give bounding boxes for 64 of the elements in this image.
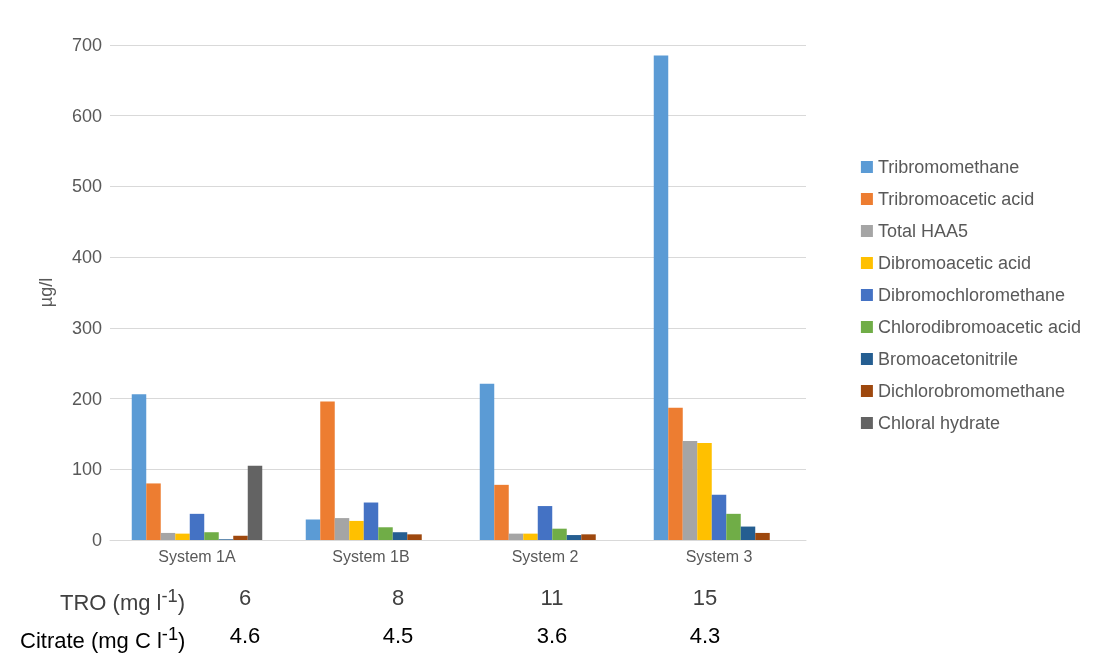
bar <box>305 519 321 540</box>
bar <box>523 533 538 540</box>
y-tick-label: 500 <box>71 176 102 197</box>
bar <box>247 465 263 540</box>
y-tick-label: 0 <box>91 530 102 550</box>
legend-label: Dibromoacetic acid <box>877 253 1031 273</box>
bar <box>653 55 669 540</box>
bar <box>697 443 712 540</box>
bar <box>740 526 756 540</box>
legend-label: Tribromomethane <box>877 157 1020 177</box>
x-tick-label: System 3 <box>685 547 753 565</box>
bar <box>392 532 408 540</box>
text: 4.5 <box>382 623 414 649</box>
bar <box>349 520 364 540</box>
bar <box>537 506 553 540</box>
text: 3.6 <box>536 623 568 649</box>
bar <box>552 528 567 540</box>
legend-label: Dibromochloromethane <box>877 285 1065 305</box>
text: TRO (mg l$^{-1}$) <box>60 585 186 617</box>
bar <box>508 533 524 540</box>
bar <box>494 484 509 540</box>
y-tick-label: 200 <box>71 388 102 409</box>
bar <box>566 535 582 540</box>
bar <box>711 494 727 540</box>
x-tick-label: System 1A <box>158 547 237 565</box>
bar <box>320 401 335 540</box>
x-tick-label: System 2 <box>511 547 579 565</box>
legend-label: Chloral hydrate <box>877 413 1000 433</box>
legend-label: Total HAA5 <box>877 221 968 241</box>
text: 4.3 <box>689 623 721 649</box>
bar <box>233 535 248 540</box>
y-axis-title: µg/l <box>36 277 56 308</box>
bar <box>755 532 770 540</box>
legend-label: Chlorodibromoacetic acid <box>877 317 1082 337</box>
y-tick-label: 400 <box>71 247 102 268</box>
bar <box>189 513 205 540</box>
text: Citrate (mg C l$^{-1}$) <box>20 623 186 655</box>
bar <box>334 518 350 540</box>
bar <box>668 407 683 540</box>
text: 8 <box>391 585 405 611</box>
bar <box>363 502 379 540</box>
y-tick-label: 300 <box>71 317 102 338</box>
bar <box>407 534 422 540</box>
bar <box>146 483 161 540</box>
x-tick-label: System 1B <box>332 547 410 565</box>
bar <box>479 383 495 540</box>
bar <box>175 533 190 540</box>
legend-label: Dichlorobromomethane <box>877 381 1065 401</box>
y-tick-label: 700 <box>71 35 102 55</box>
y-tick-label: 600 <box>71 105 102 126</box>
bar <box>726 513 741 540</box>
text: 4.6 <box>229 623 261 649</box>
bar <box>682 441 698 540</box>
bar <box>378 527 393 540</box>
legend-label: Bromoacetonitrile <box>877 349 1018 369</box>
text: 11 <box>540 585 564 611</box>
bar <box>131 394 147 540</box>
text: 6 <box>238 585 252 611</box>
bar <box>160 532 176 540</box>
y-tick-label: 100 <box>71 459 102 480</box>
legend-label: Tribromoacetic acid <box>877 189 1035 209</box>
text: 15 <box>692 585 718 611</box>
bar <box>204 532 219 540</box>
bar <box>581 534 596 540</box>
